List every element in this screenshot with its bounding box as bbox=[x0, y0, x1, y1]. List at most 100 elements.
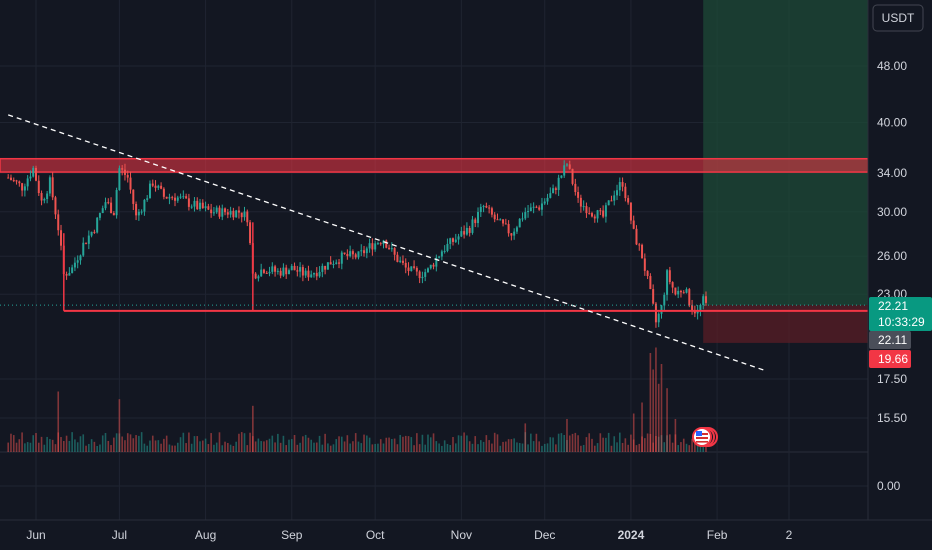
candle-body-down bbox=[404, 262, 407, 268]
candle-body-down bbox=[226, 212, 229, 215]
candle-body-up bbox=[365, 248, 368, 254]
candle-body-up bbox=[465, 227, 468, 235]
candle-body-down bbox=[218, 207, 221, 217]
volume-bar bbox=[599, 433, 602, 452]
volume-bar bbox=[257, 438, 260, 452]
volume-bar bbox=[32, 435, 35, 452]
volume-bar bbox=[560, 433, 563, 452]
volume-bar bbox=[315, 442, 318, 452]
volume-bar bbox=[488, 440, 490, 452]
candle-body-down bbox=[329, 262, 332, 265]
volume-bar bbox=[335, 439, 338, 452]
volume-bar bbox=[65, 435, 68, 452]
volume-spike bbox=[566, 419, 568, 452]
candle-body-down bbox=[185, 196, 188, 199]
volume-bar bbox=[321, 444, 324, 452]
volume-bar bbox=[493, 432, 496, 452]
volume-bar bbox=[310, 439, 313, 452]
volume-bar bbox=[541, 445, 543, 452]
volume-bar bbox=[338, 436, 340, 452]
price-scale[interactable]: 48.0040.0034.0030.0026.0023.0017.5015.50… bbox=[867, 0, 932, 520]
time-scale-background bbox=[0, 520, 932, 550]
candle-body-up bbox=[87, 235, 90, 244]
volume-spike bbox=[660, 364, 663, 452]
candle-body-up bbox=[613, 195, 616, 201]
candle-body-up bbox=[71, 267, 74, 273]
candle-body-up bbox=[260, 269, 263, 277]
candle-body-up bbox=[527, 211, 530, 213]
candle-body-down bbox=[346, 253, 349, 257]
candle-body-up bbox=[660, 305, 663, 314]
volume-bar bbox=[404, 435, 407, 452]
candle-body-down bbox=[40, 193, 43, 201]
candle-body-down bbox=[621, 182, 624, 187]
volume-bar bbox=[596, 443, 599, 452]
volume-bar bbox=[669, 434, 671, 452]
volume-bar bbox=[43, 444, 46, 452]
us-flag-icon[interactable] bbox=[692, 427, 712, 447]
candle-body-up bbox=[607, 200, 610, 206]
candle-body-down bbox=[579, 197, 582, 207]
volume-bar bbox=[568, 435, 571, 452]
volume-bar bbox=[671, 442, 674, 452]
candle-body-up bbox=[552, 188, 555, 194]
target-zone bbox=[703, 0, 868, 306]
candle-body-up bbox=[199, 202, 202, 210]
volume-bar bbox=[182, 432, 185, 452]
volume-bar bbox=[96, 445, 98, 452]
volume-bar bbox=[438, 443, 440, 452]
volume-bar bbox=[499, 445, 502, 452]
candle-body-down bbox=[354, 254, 357, 258]
volume-bar bbox=[427, 434, 429, 452]
volume-bar bbox=[229, 444, 232, 452]
candle-body-down bbox=[693, 311, 696, 314]
volume-bar bbox=[88, 443, 90, 452]
candle-body-down bbox=[265, 272, 268, 274]
candle-body-up bbox=[604, 205, 607, 217]
volume-bar bbox=[218, 432, 221, 452]
volume-bar bbox=[429, 437, 432, 452]
volume-bar bbox=[616, 442, 618, 452]
candle-body-down bbox=[432, 264, 435, 267]
candle-body-up bbox=[321, 265, 324, 272]
volume-bar bbox=[574, 432, 577, 452]
volume-bar bbox=[60, 437, 62, 452]
volume-bar bbox=[346, 435, 349, 452]
volume-bar bbox=[293, 434, 296, 452]
volume-bar bbox=[407, 436, 410, 452]
candle-body-up bbox=[438, 256, 441, 258]
volume-bar bbox=[246, 445, 249, 452]
volume-bar bbox=[646, 433, 649, 452]
volume-spike bbox=[652, 369, 654, 452]
volume-bar bbox=[179, 437, 182, 452]
volume-bar bbox=[638, 443, 641, 452]
volume-bar bbox=[10, 433, 12, 452]
volume-spike bbox=[649, 353, 652, 452]
volume-bar bbox=[307, 437, 310, 452]
candle-body-down bbox=[232, 210, 235, 218]
candle-body-down bbox=[196, 200, 199, 210]
candle-body-down bbox=[171, 197, 174, 199]
volume-bar bbox=[680, 442, 682, 452]
candle-body-up bbox=[148, 183, 151, 199]
volume-bar bbox=[238, 433, 240, 452]
volume-bar bbox=[644, 438, 646, 452]
volume-bar bbox=[443, 440, 446, 452]
candle-body-up bbox=[677, 290, 680, 295]
volume-bar bbox=[190, 443, 193, 452]
volume-bar bbox=[71, 432, 73, 452]
volume-bar bbox=[138, 435, 140, 452]
currency-button[interactable]: USDT bbox=[872, 4, 924, 32]
candle-body-down bbox=[668, 270, 671, 283]
volume-bar bbox=[199, 441, 201, 452]
volume-bar bbox=[385, 437, 388, 452]
time-scale[interactable]: Jun Jul Aug Sep Oct Nov Dec 2024 Feb 2 bbox=[0, 519, 932, 550]
volume-bar bbox=[213, 444, 215, 452]
event-markers[interactable] bbox=[692, 427, 718, 447]
volume-bar bbox=[21, 432, 23, 452]
candle-body-up bbox=[410, 266, 413, 272]
candle-body-up bbox=[193, 200, 196, 207]
candle-body-down bbox=[126, 174, 129, 178]
candle-body-down bbox=[568, 164, 571, 169]
